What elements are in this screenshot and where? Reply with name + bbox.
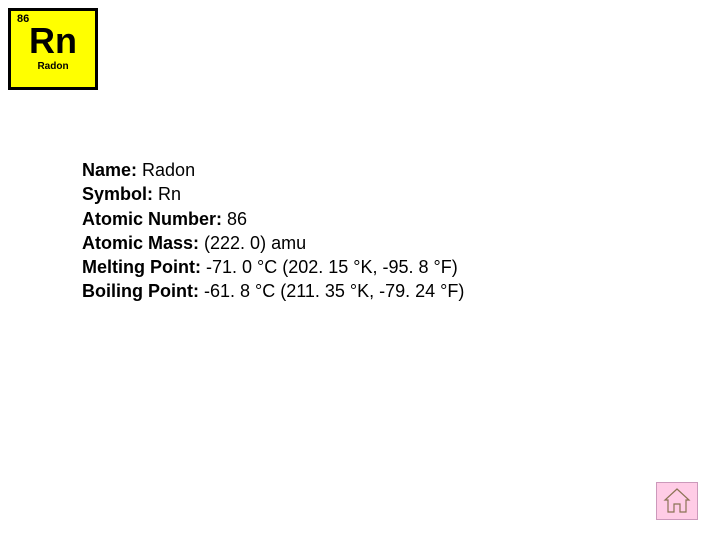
boiling-point-value: -61. 8 °C (211. 35 °K, -79. 24 °F) [204, 281, 464, 301]
boiling-point-label: Boiling Point: [82, 281, 204, 301]
name-label: Name: [82, 160, 142, 180]
property-name: Name: Radon [82, 158, 464, 182]
symbol-value: Rn [158, 184, 181, 204]
tile-symbol: Rn [29, 23, 77, 59]
property-atomic-mass: Atomic Mass: (222. 0) amu [82, 231, 464, 255]
symbol-label: Symbol: [82, 184, 158, 204]
atomic-mass-value: (222. 0) amu [204, 233, 306, 253]
home-button[interactable] [656, 482, 698, 520]
element-tile: 86 Rn Radon [8, 8, 98, 90]
atomic-number-label: Atomic Number: [82, 209, 227, 229]
name-value: Radon [142, 160, 195, 180]
atomic-number-value: 86 [227, 209, 247, 229]
property-atomic-number: Atomic Number: 86 [82, 207, 464, 231]
property-symbol: Symbol: Rn [82, 182, 464, 206]
tile-element-name: Radon [37, 61, 68, 72]
property-melting-point: Melting Point: -71. 0 °C (202. 15 °K, -9… [82, 255, 464, 279]
melting-point-label: Melting Point: [82, 257, 206, 277]
tile-atomic-number: 86 [17, 13, 29, 25]
properties-list: Name: Radon Symbol: Rn Atomic Number: 86… [82, 158, 464, 304]
home-icon [662, 487, 692, 515]
property-boiling-point: Boiling Point: -61. 8 °C (211. 35 °K, -7… [82, 279, 464, 303]
melting-point-value: -71. 0 °C (202. 15 °K, -95. 8 °F) [206, 257, 458, 277]
atomic-mass-label: Atomic Mass: [82, 233, 204, 253]
